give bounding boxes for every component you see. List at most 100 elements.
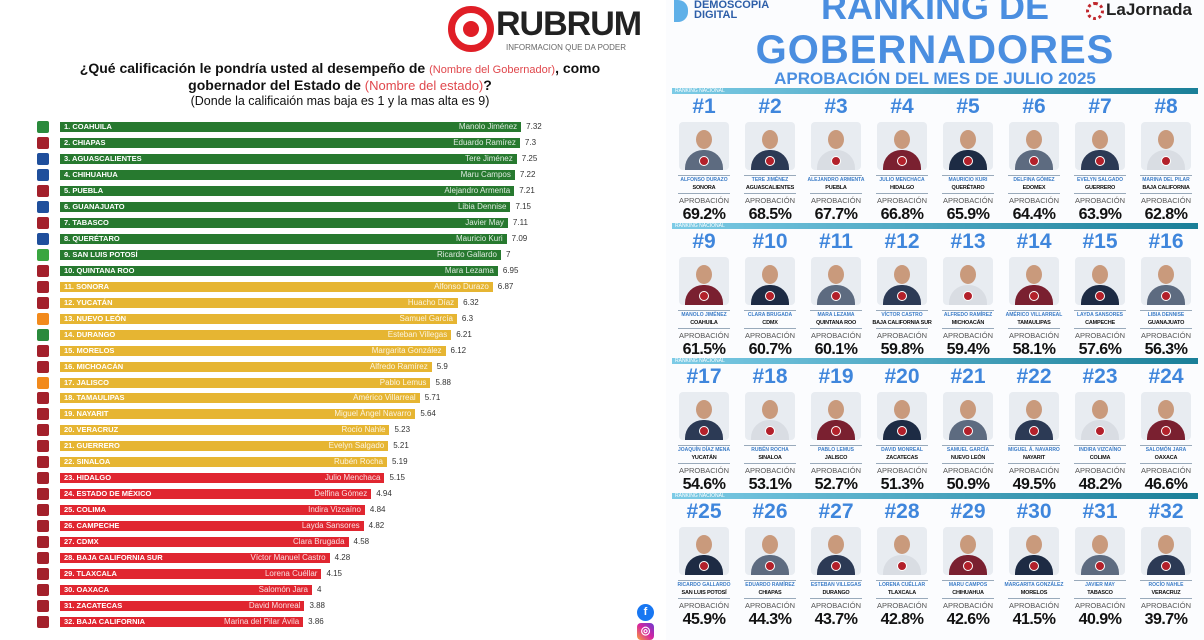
governor-card: #3 ALEJANDRO ARMENTA PUEBLA APROBACIÓN 6… xyxy=(804,94,868,223)
bar-governor-label: Miguel Ángel Navarro xyxy=(334,409,412,419)
governor-photo xyxy=(811,527,861,575)
approval-label: APROBACIÓN xyxy=(876,196,927,205)
bar-row: 4. CHIHUAHUA Maru Campos 7.22 xyxy=(0,168,660,181)
party-badge-icon xyxy=(831,156,841,166)
bar-governor-label: Samuel García xyxy=(399,313,453,323)
ranking-nacional-bar: RANKING NACIONAL xyxy=(672,88,1198,94)
governor-photo xyxy=(1009,527,1059,575)
governor-name: EVELYN SALGADO xyxy=(1077,177,1123,183)
governor-card: #9 MANOLO JIMÉNEZ COAHUILA APROBACIÓN 61… xyxy=(672,229,736,358)
governor-state: AGUASCALIENTES xyxy=(745,185,795,191)
approval-percent: 66.8% xyxy=(880,206,924,223)
governor-card: #2 TERE JIMÉNEZ AGUASCALIENTES APROBACIÓ… xyxy=(738,94,802,223)
rank-number: #17 xyxy=(686,365,722,388)
approval-label: APROBACIÓN xyxy=(678,601,729,610)
governor-name: ALFREDO RAMÍREZ xyxy=(943,312,993,318)
bar: 16. MICHOACÁN Alfredo Ramírez xyxy=(60,361,432,372)
instagram-icon[interactable]: ◎ xyxy=(637,623,654,640)
party-logo-icon xyxy=(37,392,49,405)
bar: 20. VERACRUZ Rocío Nahle xyxy=(60,425,390,436)
bar-governor-label: Huacho Díaz xyxy=(407,297,455,307)
governor-card: #26 EDUARDO RAMÍREZ CHIAPAS APROBACIÓN 4… xyxy=(738,499,802,628)
question-line-1: ¿Qué calificación le pondría usted al de… xyxy=(30,60,650,78)
governor-photo xyxy=(811,257,861,305)
approval-label: APROBACIÓN xyxy=(678,196,729,205)
bar-value-label: 7.3 xyxy=(524,137,537,147)
governor-photo xyxy=(1075,392,1125,440)
bar-state-label: 20. VERACRUZ xyxy=(64,425,119,435)
governor-photo xyxy=(1009,392,1059,440)
bar-row: 29. TLAXCALA Lorena Cuéllar 4.15 xyxy=(0,568,660,581)
bar: 31. ZACATECAS David Monreal xyxy=(60,601,305,612)
approval-percent: 63.9% xyxy=(1078,206,1122,223)
governor-state: VERACRUZ xyxy=(1151,590,1181,596)
party-badge-icon xyxy=(963,426,973,436)
party-badge-icon xyxy=(765,291,775,301)
ranking-group: RANKING NACIONAL #17 JOAQUÍN DÍAZ MENA Y… xyxy=(672,358,1198,493)
approval-label: APROBACIÓN xyxy=(942,466,993,475)
governor-card: #28 LORENA CUÉLLAR TLAXCALA APROBACIÓN 4… xyxy=(870,499,934,628)
governor-state: MORELOS xyxy=(1020,590,1048,596)
bar-state-label: 9. SAN LUIS POTOSÍ xyxy=(64,249,138,259)
governor-card: #1 ALFONSO DURAZO SONORA APROBACIÓN 69.2… xyxy=(672,94,736,223)
bar-row: 19. NAYARIT Miguel Ángel Navarro 5.64 xyxy=(0,408,660,421)
governor-state: BAJA CALIFORNIA xyxy=(1142,185,1190,191)
question-line-2: gobernador del Estado de (Nombre del est… xyxy=(30,77,650,94)
bar-row: 15. MORELOS Margarita González 6.12 xyxy=(0,344,660,357)
approval-percent: 49.5% xyxy=(1012,476,1056,493)
governor-photo xyxy=(679,257,729,305)
governor-name: MAURICIO KURI xyxy=(948,177,988,183)
bar-row: 5. PUEBLA Alejandro Armenta 7.21 xyxy=(0,184,660,197)
party-badge-icon xyxy=(963,291,973,301)
subtitle: APROBACIÓN DEL MES DE JULIO 2025 xyxy=(774,69,1096,88)
approval-percent: 51.3% xyxy=(880,476,924,493)
bar: 21. GUERRERO Evelyn Salgado xyxy=(60,441,389,452)
party-badge-icon xyxy=(831,561,841,571)
governor-photo xyxy=(745,527,795,575)
bar-row: 12. YUCATÁN Huacho Díaz 6.32 xyxy=(0,296,660,309)
party-logo-icon xyxy=(37,184,49,197)
party-badge-icon xyxy=(1029,426,1039,436)
governor-name: VÍCTOR CASTRO xyxy=(881,312,923,318)
approval-percent: 69.2% xyxy=(682,206,726,223)
bar-state-label: 1. COAHUILA xyxy=(64,122,112,131)
bar-state-label: 13. NUEVO LEÓN xyxy=(64,313,127,323)
bar-value-label: 3.88 xyxy=(309,601,326,611)
party-logo-icon xyxy=(37,424,49,437)
rank-number: #19 xyxy=(818,365,854,388)
facebook-icon[interactable]: f xyxy=(637,604,654,621)
title-line-1: RANKING DE xyxy=(820,0,1049,27)
approval-percent: 52.7% xyxy=(814,476,858,493)
bar: 1. COAHUILA Manolo Jiménez xyxy=(60,122,522,132)
bar-governor-label: Maru Campos xyxy=(460,169,511,179)
party-badge-icon xyxy=(831,291,841,301)
bar-row: 31. ZACATECAS David Monreal 3.88 xyxy=(0,600,660,613)
bar-state-label: 16. MICHOACÁN xyxy=(64,361,124,371)
bar-governor-label: Mara Lezama xyxy=(444,265,494,275)
approval-label: APROBACIÓN xyxy=(1074,466,1125,475)
governor-state: ZACATECAS xyxy=(886,455,918,461)
bar: 23. HIDALGO Julio Menchaca xyxy=(60,473,385,484)
bar-row: 25. COLIMA Indira Vizcaíno 4.84 xyxy=(0,504,660,517)
bar-value-label: 4.84 xyxy=(369,505,386,515)
governor-photo xyxy=(943,527,993,575)
bar: 13. NUEVO LEÓN Samuel García xyxy=(60,313,457,324)
party-logo-icon xyxy=(37,152,49,165)
governor-name: SAMUEL GARCÍA xyxy=(946,447,990,453)
bar: 3. AGUASCALIENTES Tere Jiménez xyxy=(60,153,517,164)
bar-row: 3. AGUASCALIENTES Tere Jiménez 7.25 xyxy=(0,152,660,165)
party-badge-icon xyxy=(765,426,775,436)
governor-state: TAMAULIPAS xyxy=(1017,320,1051,326)
governor-name: LORENA CUÉLLAR xyxy=(878,582,926,588)
governor-name: DELFINA GÓMEZ xyxy=(1013,177,1055,183)
party-logo-icon xyxy=(37,504,49,517)
ranking-group: RANKING NACIONAL #1 ALFONSO DURAZO SONOR… xyxy=(672,88,1198,223)
bar-value-label: 7.22 xyxy=(519,169,536,179)
bar-value-label: 7.09 xyxy=(511,233,528,243)
bar-governor-label: Indira Vizcaíno xyxy=(308,505,361,515)
question-text: gobernador del Estado de xyxy=(188,77,365,93)
governor-card: #5 MAURICIO KURI QUERÉTARO APROBACIÓN 65… xyxy=(936,94,1000,223)
ranking-nacional-bar: RANKING NACIONAL xyxy=(672,223,1198,229)
approval-label: APROBACIÓN xyxy=(810,331,861,340)
approval-label: APROBACIÓN xyxy=(810,601,861,610)
